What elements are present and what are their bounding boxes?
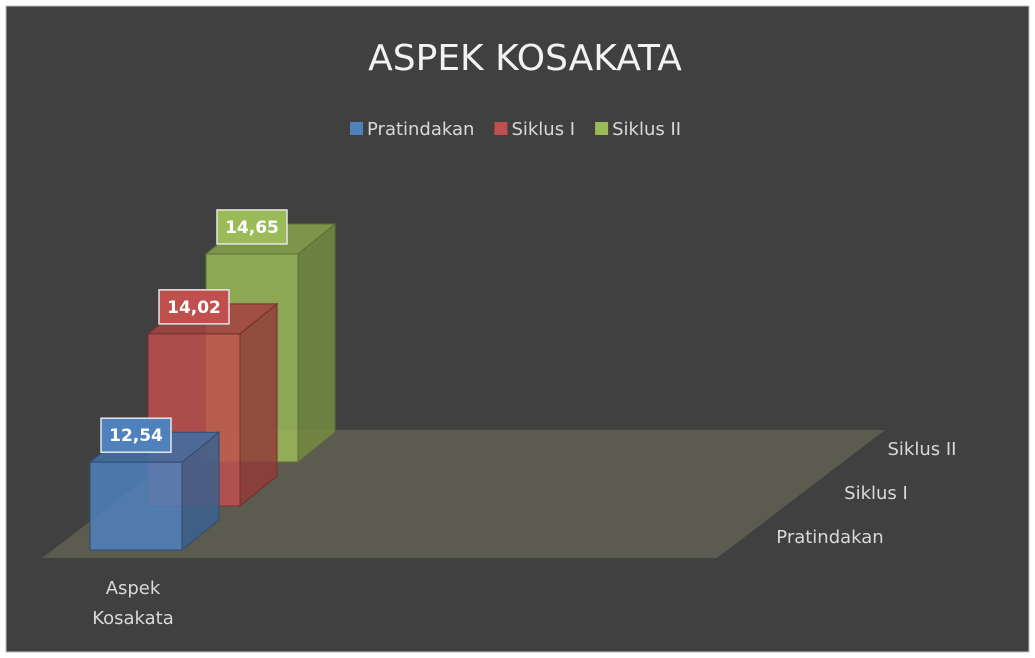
legend-label: Siklus II xyxy=(612,119,681,140)
value-label-box xyxy=(216,209,288,245)
legend-swatch xyxy=(595,122,609,135)
legend-label: Pratindakan xyxy=(367,119,474,140)
value-label-box xyxy=(158,289,230,325)
legend-swatch xyxy=(494,122,508,135)
value-label-box xyxy=(100,417,172,453)
value-label: 14,65 xyxy=(225,218,279,238)
x-tick-label: Aspek Kosakata xyxy=(92,578,174,629)
bar-side xyxy=(297,222,336,464)
bar-side xyxy=(239,302,278,508)
bar xyxy=(89,461,183,551)
value-label: 12,54 xyxy=(109,426,163,446)
value-label: 14,02 xyxy=(167,298,221,318)
chart-title: ASPEK KOSAKATA xyxy=(368,38,682,79)
depth-label: Siklus II xyxy=(888,439,957,460)
legend-swatch xyxy=(350,122,363,135)
legend-label: Siklus I xyxy=(511,119,575,140)
depth-label: Siklus I xyxy=(844,483,908,504)
depth-label: Pratindakan xyxy=(776,527,883,548)
